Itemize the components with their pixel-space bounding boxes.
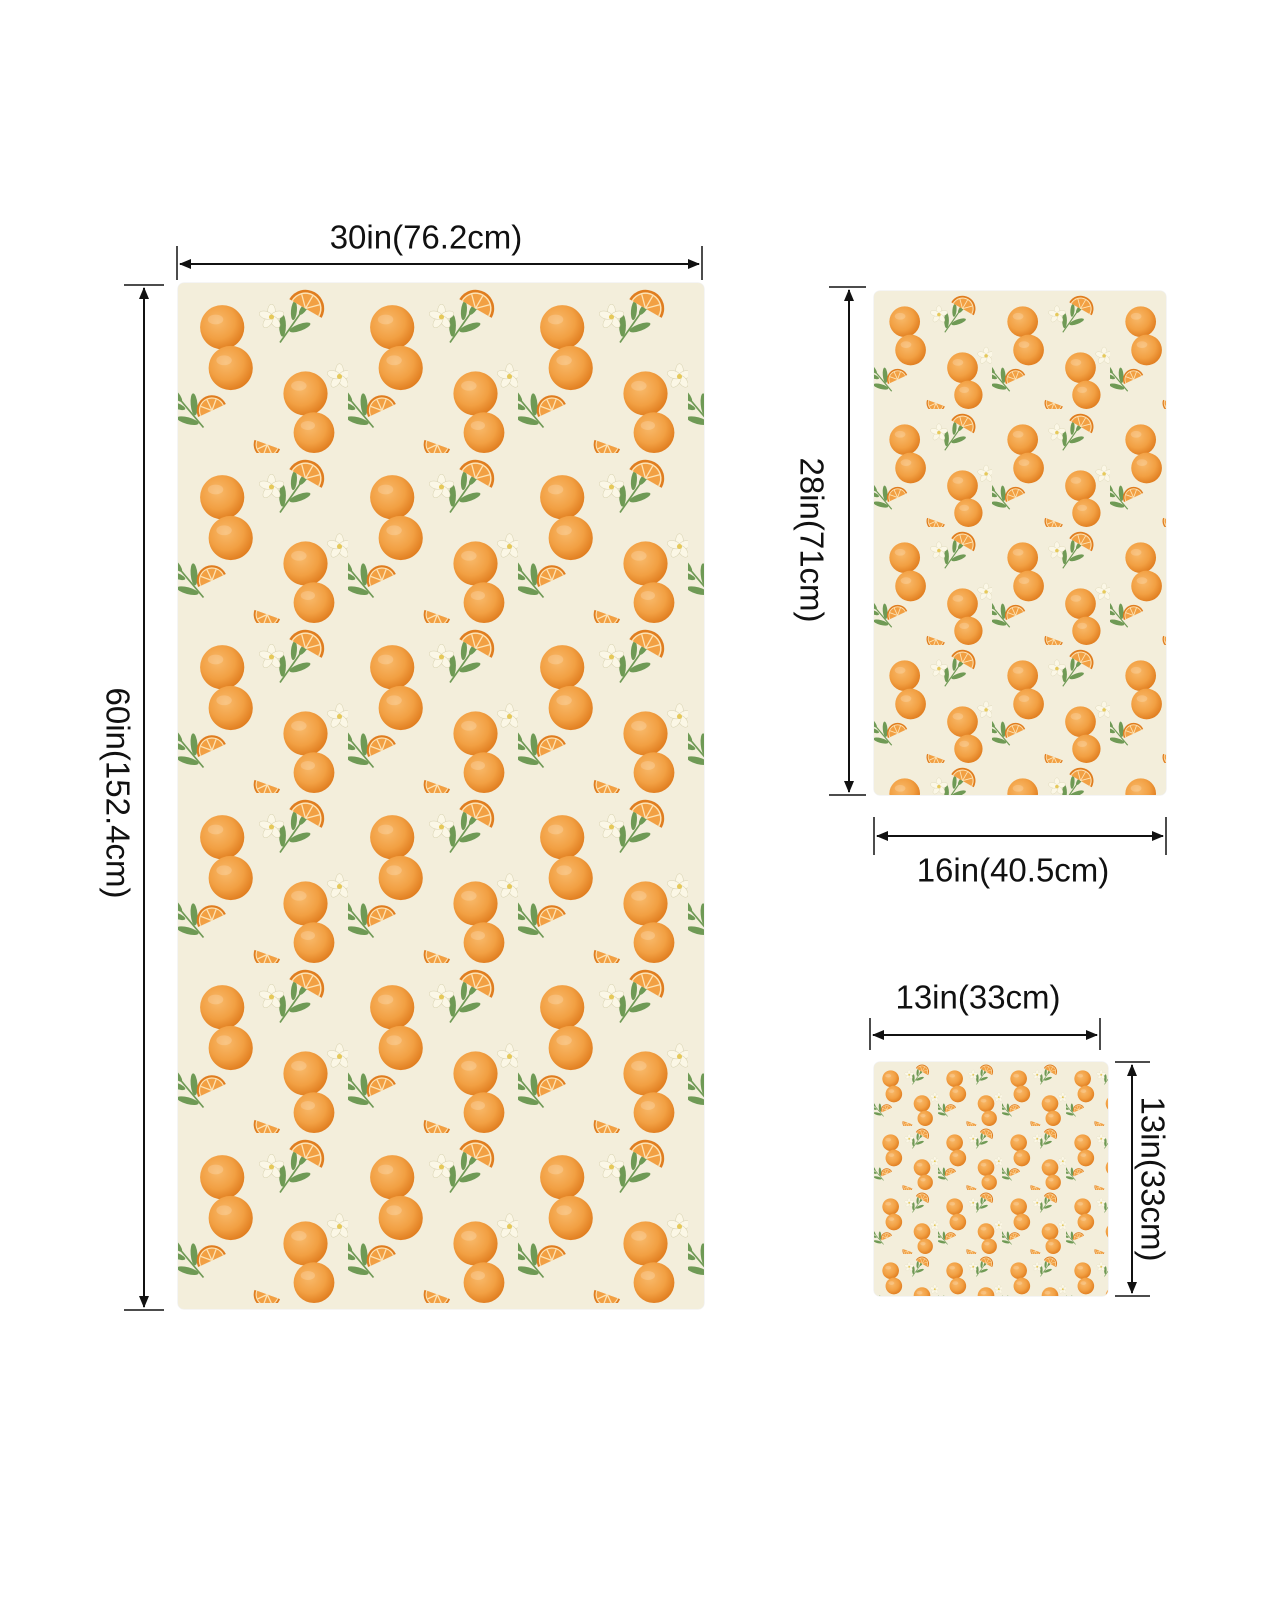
bath-width-label: 30in(76.2cm) [329, 218, 523, 256]
orange-pattern [874, 1062, 1108, 1296]
bath-towel-image [178, 283, 704, 1309]
washcloth-width-arrow [869, 1018, 1101, 1050]
hand-towel-image [874, 291, 1166, 795]
orange-pattern [178, 283, 704, 1309]
orange-pattern [874, 291, 1166, 795]
washcloth-width-label: 13in(33cm) [895, 978, 1061, 1016]
hand-height-label: 28in(71cm) [793, 457, 831, 623]
hand-height-arrow [829, 286, 866, 796]
bath-height-label: 60in(152.4cm) [99, 687, 137, 899]
hand-width-arrow [873, 817, 1167, 855]
washcloth-image [874, 1062, 1108, 1296]
hand-width-label: 16in(40.5cm) [916, 851, 1110, 889]
washcloth-height-label: 13in(33cm) [1134, 1096, 1172, 1262]
